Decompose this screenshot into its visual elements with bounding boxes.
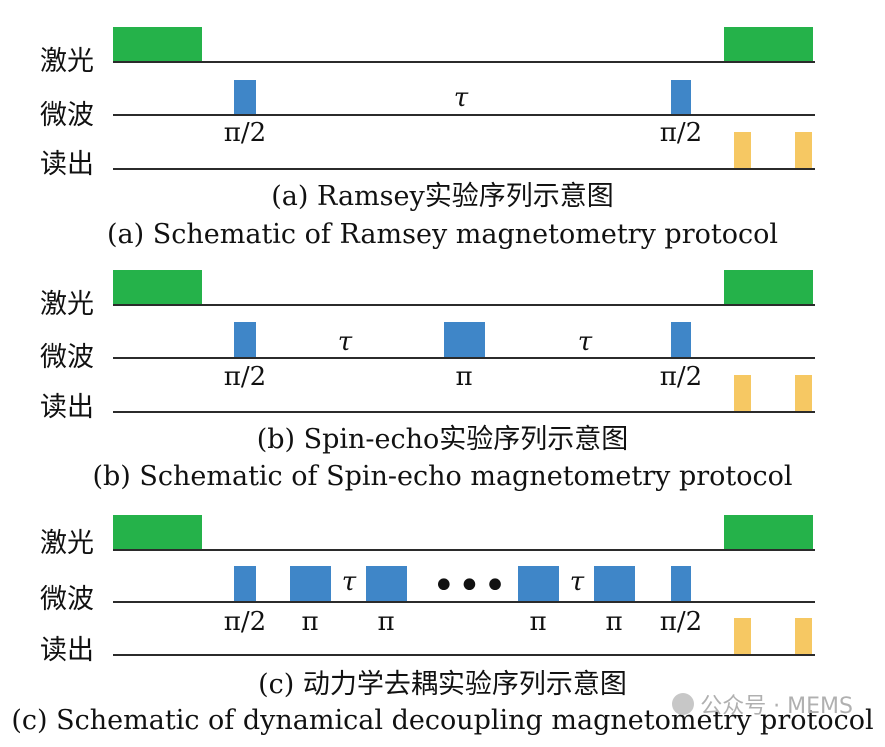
pi-label: π (605, 607, 623, 637)
caption-cn: (b) Spin-echo实验序列示意图 (256, 424, 629, 455)
mw-pulse-pi (444, 322, 485, 357)
half-pi-label: π/2 (223, 607, 267, 637)
pi-label: π (529, 607, 547, 637)
pi-label: π (377, 607, 395, 637)
laser-baseline (113, 549, 815, 551)
laser-pulse-start (113, 270, 202, 304)
tau-label: τ (577, 327, 593, 357)
wechat-icon (672, 693, 695, 715)
readout-pulse-2 (795, 375, 812, 411)
caption-en: (c) Schematic of dynamical decoupling ma… (11, 705, 874, 736)
microwave-baseline (113, 601, 815, 603)
mw-pulse-half-pi-1 (234, 566, 256, 601)
mw-pulse-pi-2 (366, 566, 407, 601)
mw-pulse-pi-3 (518, 566, 559, 601)
laser-pulse-end (724, 270, 813, 304)
caption-cn: (c) 动力学去耦实验序列示意图 (258, 669, 627, 700)
laser-baseline (113, 61, 815, 63)
mw-pulse-half-pi-2 (671, 566, 691, 601)
half-pi-label: π/2 (659, 607, 703, 637)
caption-en: (b) Schematic of Spin-echo magnetometry … (92, 461, 793, 492)
readout-pulse-2 (795, 618, 812, 654)
half-pi-label: π/2 (223, 118, 267, 148)
readout-pulse-1 (734, 132, 751, 168)
mw-pulse-pi-1 (290, 566, 331, 601)
readout-pulse-1 (734, 375, 751, 411)
laser-baseline (113, 304, 815, 306)
microwave-baseline (113, 357, 815, 359)
mw-pulse-half-pi-1 (234, 322, 256, 357)
panel-dynamical-decoupling: 激光 微波 τ ••• τ π/2 π π π π π/2 读出 (c) 动力学… (0, 488, 885, 747)
ellipsis: ••• (432, 563, 509, 609)
half-pi-label: π/2 (659, 118, 703, 148)
tau-label: τ (337, 327, 353, 357)
tau-label: τ (569, 567, 585, 597)
laser-label: 激光 (40, 46, 94, 77)
microwave-label: 微波 (40, 342, 94, 373)
pi-label: π (301, 607, 319, 637)
caption-en: (a) Schematic of Ramsey magnetometry pro… (107, 219, 778, 250)
half-pi-label: π/2 (223, 362, 267, 392)
tau-label: τ (453, 83, 469, 113)
laser-label: 激光 (40, 289, 94, 320)
panel-ramsey: 激光 微波 τ π/2 π/2 读出 (a) Ramsey实验序列示意图 (a)… (0, 0, 885, 250)
microwave-label: 微波 (40, 584, 94, 615)
watermark-text: 公众号 · MEMS (700, 694, 853, 719)
panel-spin-echo: 激光 微波 τ τ π/2 π π/2 读出 (b) Spin-echo实验序列… (0, 244, 885, 492)
mw-pulse-half-pi-2 (671, 80, 691, 115)
readout-pulse-2 (795, 132, 812, 168)
microwave-baseline (113, 114, 815, 116)
watermark: 公众号 · MEMS (672, 688, 853, 720)
mw-pulse-half-pi-2 (671, 322, 691, 357)
laser-pulse-end (724, 515, 813, 549)
mw-pulse-half-pi-1 (234, 80, 256, 115)
readout-baseline (113, 654, 815, 656)
readout-label: 读出 (40, 149, 94, 180)
mw-pulse-pi-4 (594, 566, 635, 601)
microwave-label: 微波 (40, 100, 94, 131)
readout-label: 读出 (40, 392, 94, 423)
readout-baseline (113, 168, 815, 170)
half-pi-label: π/2 (659, 362, 703, 392)
caption-cn: (a) Ramsey实验序列示意图 (271, 181, 614, 212)
readout-label: 读出 (40, 635, 94, 666)
laser-pulse-start (113, 515, 202, 549)
laser-label: 激光 (40, 528, 94, 559)
tau-label: τ (341, 567, 357, 597)
readout-pulse-1 (734, 618, 751, 654)
pi-label: π (455, 362, 473, 392)
laser-pulse-start (113, 27, 202, 61)
readout-baseline (113, 411, 815, 413)
laser-pulse-end (724, 27, 813, 61)
